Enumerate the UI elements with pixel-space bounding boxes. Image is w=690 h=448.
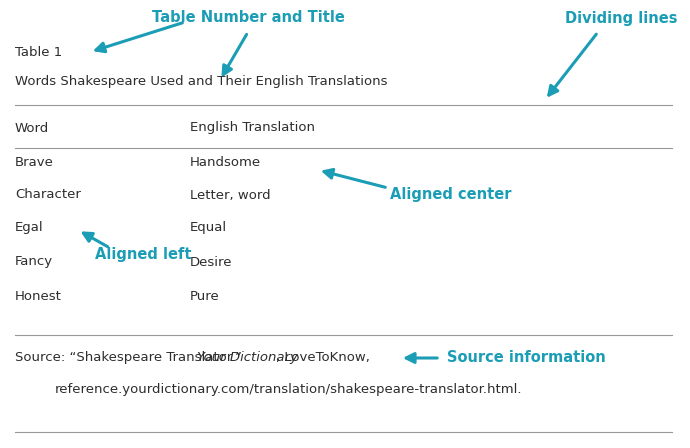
Text: Word: Word — [15, 121, 49, 134]
Text: Character: Character — [15, 189, 81, 202]
Text: Aligned center: Aligned center — [390, 188, 511, 202]
Text: reference.yourdictionary.com/translation/shakespeare-translator.html.: reference.yourdictionary.com/translation… — [55, 383, 522, 396]
Text: Honest: Honest — [15, 289, 62, 302]
Text: Equal: Equal — [190, 221, 227, 234]
Text: , LoveToKnow,: , LoveToKnow, — [276, 352, 370, 365]
Text: Brave: Brave — [15, 156, 54, 169]
Text: Table 1: Table 1 — [15, 46, 62, 59]
Text: Egal: Egal — [15, 221, 43, 234]
Text: English Translation: English Translation — [190, 121, 315, 134]
Text: Source information: Source information — [447, 350, 606, 366]
Text: Pure: Pure — [190, 289, 219, 302]
Text: Your Dictionary: Your Dictionary — [197, 352, 298, 365]
Text: Letter, word: Letter, word — [190, 189, 270, 202]
Text: Aligned left: Aligned left — [95, 247, 192, 263]
Text: Dividing lines: Dividing lines — [565, 10, 678, 26]
Text: Handsome: Handsome — [190, 156, 261, 169]
Text: Source: “Shakespeare Translator.”: Source: “Shakespeare Translator.” — [15, 352, 246, 365]
Text: Words Shakespeare Used and Their English Translations: Words Shakespeare Used and Their English… — [15, 76, 388, 89]
Text: Desire: Desire — [190, 255, 233, 268]
Text: Fancy: Fancy — [15, 255, 53, 268]
Text: Table Number and Title: Table Number and Title — [152, 10, 344, 26]
